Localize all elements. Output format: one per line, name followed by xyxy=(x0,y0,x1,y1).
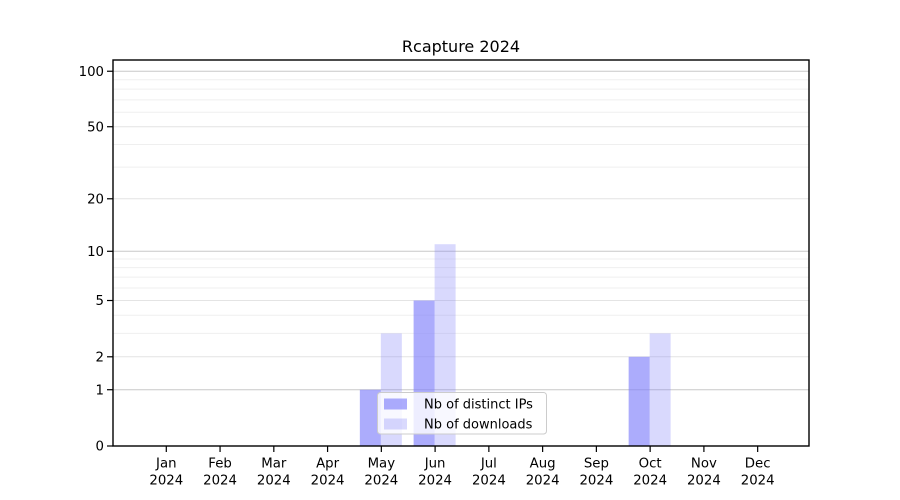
x-tick-label-month-nov: Nov xyxy=(691,457,717,472)
y-tick-label-100: 100 xyxy=(79,65,104,80)
x-tick-label-year-jun: 2024 xyxy=(418,474,452,489)
x-tick-label-year-dec: 2024 xyxy=(741,474,775,489)
x-tick-label-month-jul: Jul xyxy=(480,457,497,472)
x-tick-label-year-oct: 2024 xyxy=(633,474,667,489)
x-tick-label-year-jul: 2024 xyxy=(472,474,506,489)
y-tick-label-50: 50 xyxy=(87,120,104,135)
x-tick-label-year-apr: 2024 xyxy=(311,474,345,489)
y-tick-label-2: 2 xyxy=(96,350,104,365)
x-tick-label-year-aug: 2024 xyxy=(526,474,560,489)
x-tick-label-month-sep: Sep xyxy=(584,457,609,472)
x-tick-label-month-jun: Jun xyxy=(424,457,446,472)
x-tick-label-month-apr: Apr xyxy=(316,457,340,472)
y-tick-label-1: 1 xyxy=(96,383,104,398)
x-tick-label-month-may: May xyxy=(368,457,396,472)
bar-ips-oct xyxy=(628,356,650,446)
x-tick-label-month-aug: Aug xyxy=(530,457,556,472)
legend-swatch-downloads xyxy=(384,418,407,430)
x-tick-label-month-feb: Feb xyxy=(208,457,232,472)
y-tick-label-5: 5 xyxy=(96,294,104,309)
legend-label-downloads: Nb of downloads xyxy=(424,418,533,433)
x-tick-label-year-nov: 2024 xyxy=(687,474,721,489)
x-tick-label-month-oct: Oct xyxy=(639,457,662,472)
x-tick-label-year-feb: 2024 xyxy=(203,474,237,489)
x-tick-label-year-jan: 2024 xyxy=(149,474,183,489)
bar-downloads-oct xyxy=(649,333,671,446)
x-tick-label-month-dec: Dec xyxy=(745,457,771,472)
plot-frame xyxy=(112,59,810,447)
bar-ips-may xyxy=(359,389,381,446)
chart-title: Rcapture 2024 xyxy=(402,37,520,56)
y-tick-label-0: 0 xyxy=(96,440,104,455)
x-tick-label-year-may: 2024 xyxy=(364,474,398,489)
y-tick-label-20: 20 xyxy=(87,192,104,207)
x-tick-label-month-mar: Mar xyxy=(261,457,287,472)
legend: Nb of distinct IPs Nb of downloads xyxy=(377,392,547,435)
legend-swatch-ips xyxy=(384,398,407,410)
x-tick-label-year-sep: 2024 xyxy=(579,474,613,489)
y-tick-label-10: 10 xyxy=(87,245,104,260)
x-tick-label-month-jan: Jan xyxy=(155,457,177,472)
x-tick-label-year-mar: 2024 xyxy=(257,474,291,489)
legend-label-ips: Nb of distinct IPs xyxy=(424,398,533,413)
legend-box xyxy=(377,392,547,435)
